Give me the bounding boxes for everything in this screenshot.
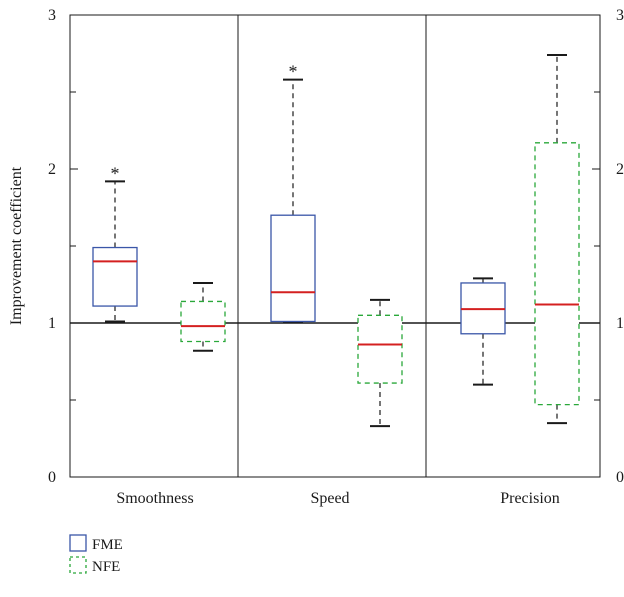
fme-box-smoothness: * xyxy=(92,163,138,323)
legend-label-fme: FME xyxy=(92,537,123,553)
nfe-box-speed xyxy=(357,298,403,428)
legend-swatch-fme xyxy=(69,534,87,552)
x-tick-label-precision: Precision xyxy=(500,490,560,507)
plot-marks: ** xyxy=(92,54,580,428)
box xyxy=(180,300,226,343)
box xyxy=(357,314,403,384)
legend-swatch-nfe xyxy=(69,556,87,574)
nfe-box-smoothness xyxy=(180,281,226,352)
y-tick-label-left-1: 1 xyxy=(48,315,56,332)
plot-frame xyxy=(69,14,601,478)
y-tick-label-right-1: 1 xyxy=(616,315,624,332)
plot-border xyxy=(69,14,601,478)
y-tick-label-left-3: 3 xyxy=(48,7,56,24)
outlier-marker: * xyxy=(111,163,120,183)
fme-box-precision xyxy=(460,277,506,386)
y-tick-label-left-2: 2 xyxy=(48,161,56,178)
fme-box-speed: * xyxy=(270,62,316,323)
y-axis: Improvement coefficient 0 0 1 1 2 2 3 3 xyxy=(8,7,624,486)
y-tick-label-right-2: 2 xyxy=(616,161,624,178)
legend-label-nfe: NFE xyxy=(92,559,120,575)
legend: FME NFE xyxy=(69,534,123,575)
y-tick-label-right-3: 3 xyxy=(616,7,624,24)
box xyxy=(534,142,580,406)
y-tick-label-left-0: 0 xyxy=(48,469,56,486)
x-axis: Smoothness Speed Precision xyxy=(116,490,559,507)
x-tick-label-smoothness: Smoothness xyxy=(116,490,193,507)
nfe-box-precision xyxy=(534,54,580,425)
box xyxy=(270,214,316,323)
box xyxy=(92,246,138,307)
x-tick-label-speed: Speed xyxy=(310,490,349,507)
y-axis-label: Improvement coefficient xyxy=(8,166,25,325)
outlier-marker: * xyxy=(289,62,298,82)
y-tick-label-right-0: 0 xyxy=(616,469,624,486)
